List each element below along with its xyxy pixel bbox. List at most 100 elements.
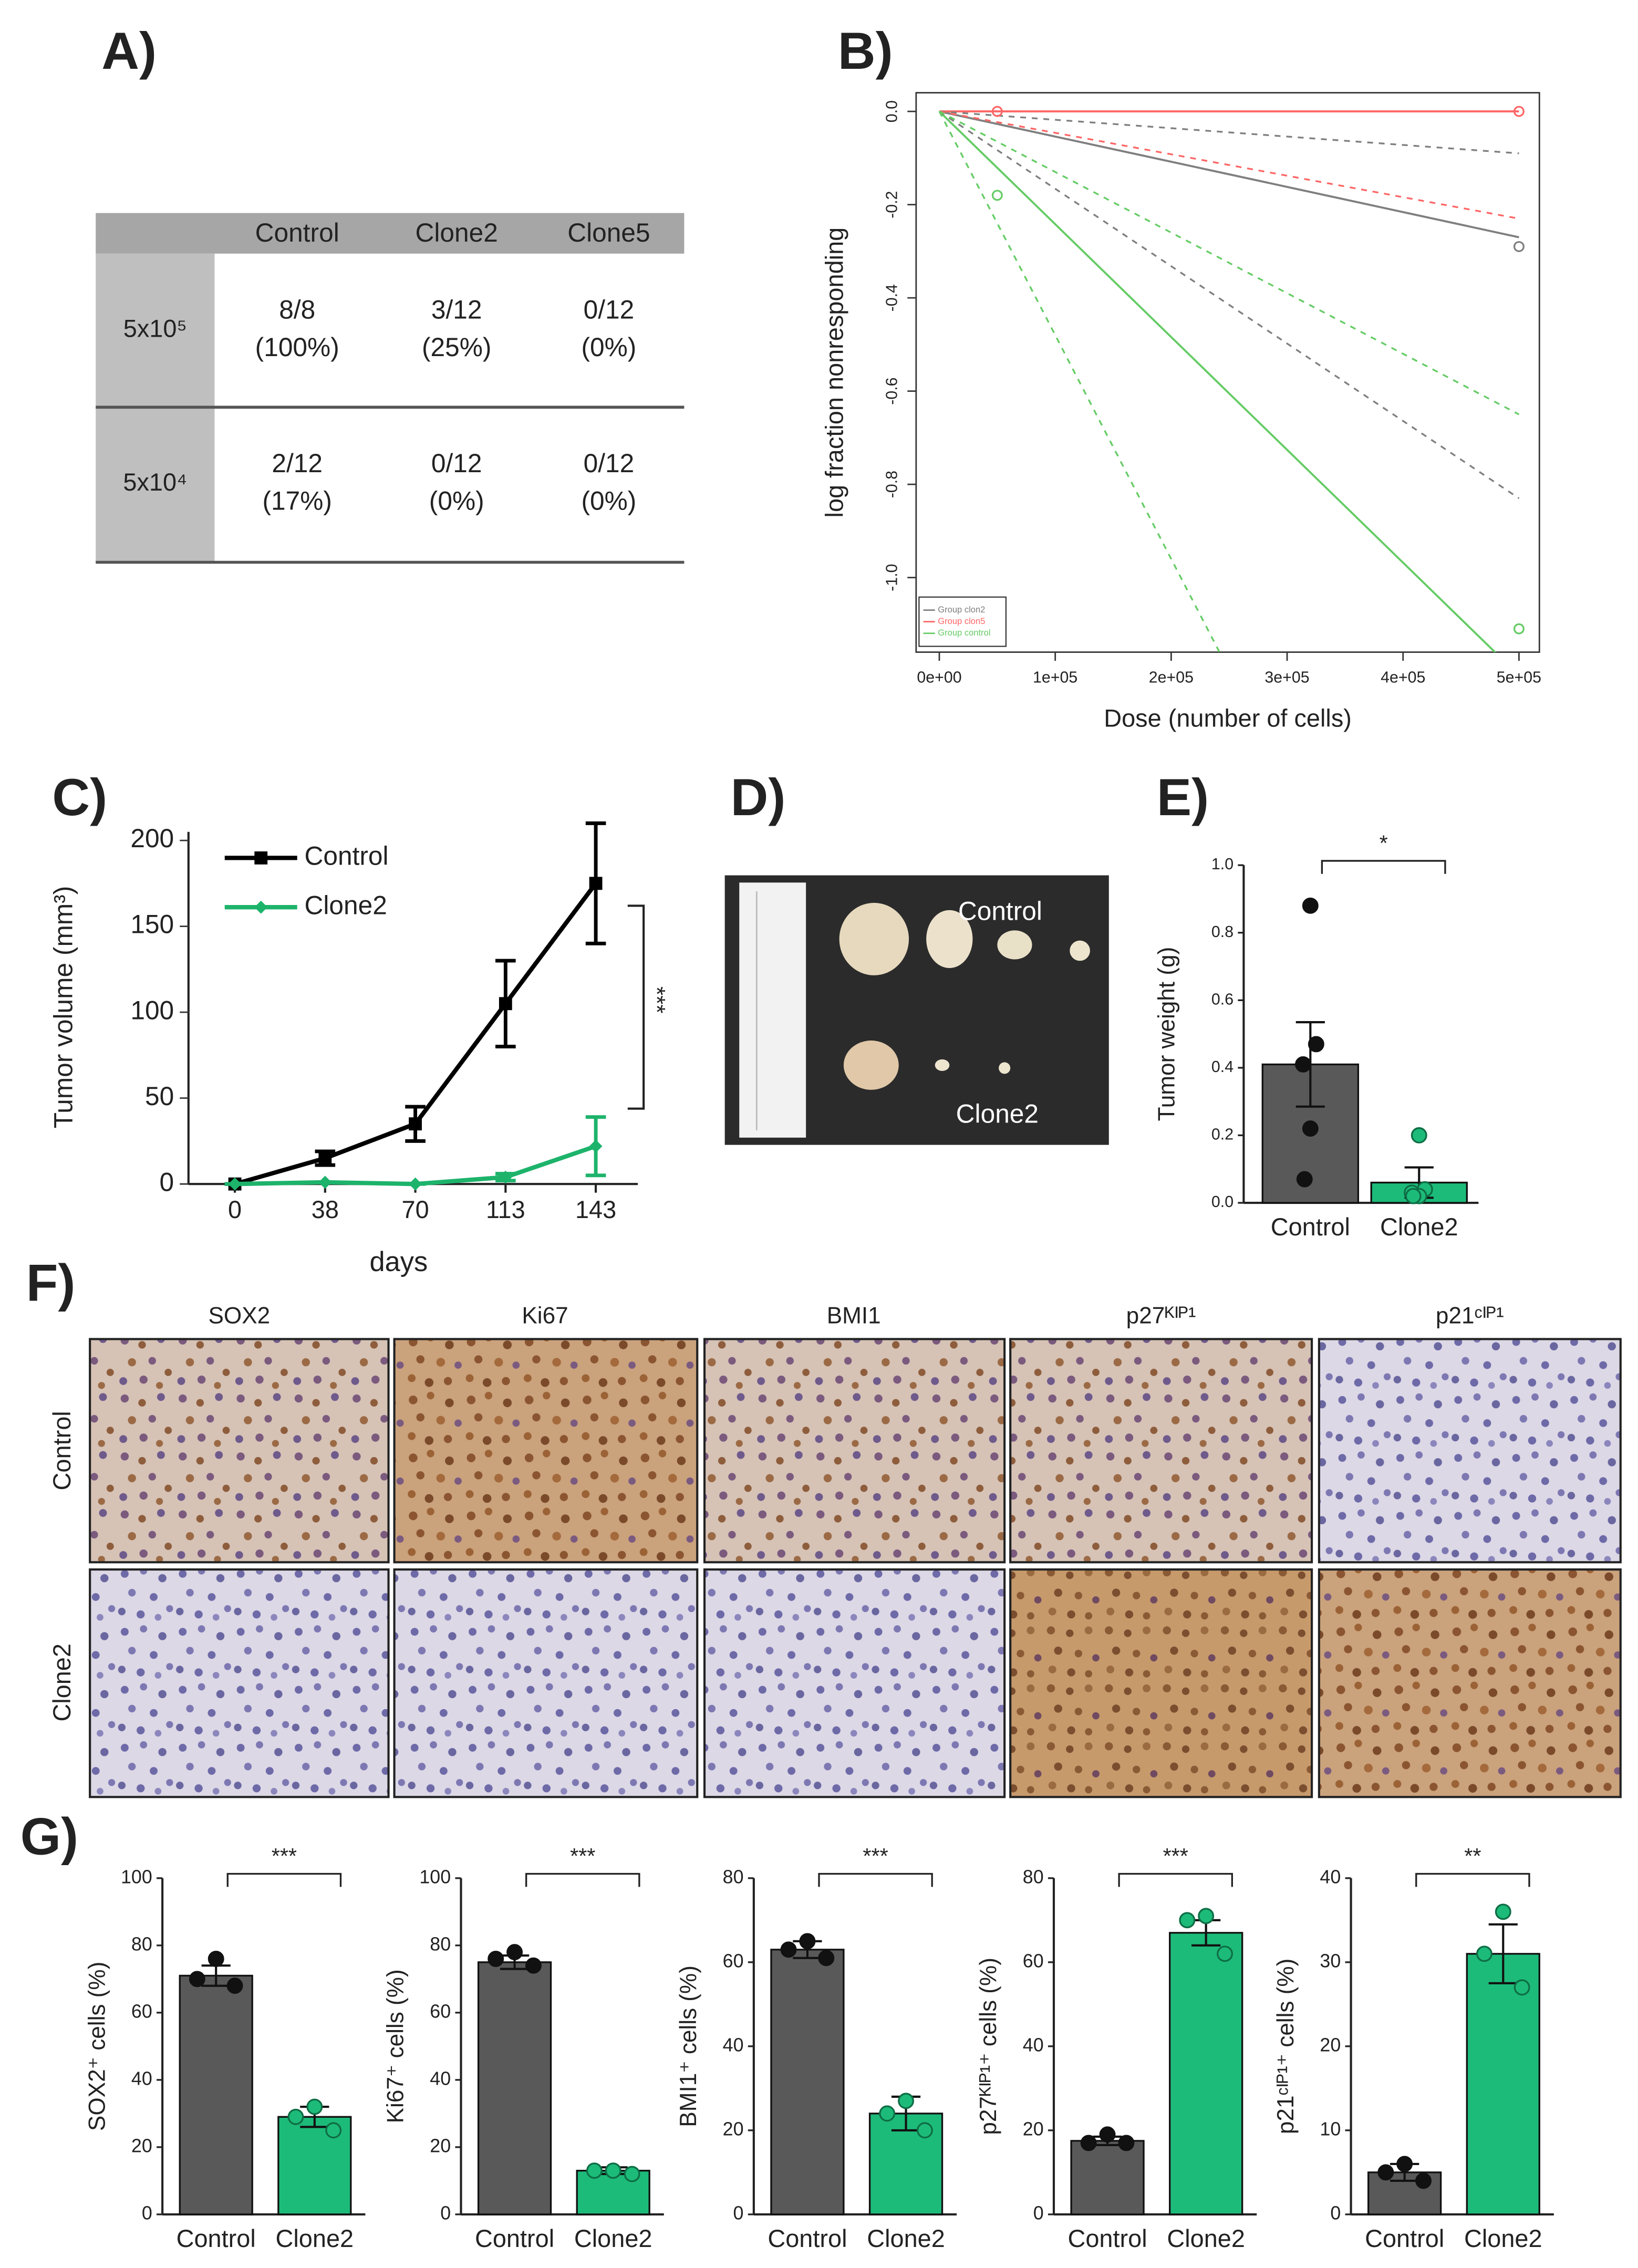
ihc-image <box>703 1568 1006 1798</box>
tumor <box>926 910 973 969</box>
x-tick-label: 38 <box>312 1196 339 1223</box>
x-axis-label: days <box>370 1247 428 1277</box>
legend-label: Control <box>305 841 389 871</box>
table-cell: (0%) <box>429 486 484 516</box>
stain-row-label: Control <box>48 1411 76 1490</box>
significance-bracket <box>226 1872 342 1887</box>
legend-label: Clone2 <box>305 890 387 920</box>
y-tick-label: 80 <box>723 1866 744 1887</box>
marker <box>1513 241 1525 252</box>
y-tick-label: 0.8 <box>1211 923 1233 941</box>
legend-label: Group clon2 <box>938 605 985 615</box>
y-tick-label: -0.8 <box>884 471 901 498</box>
y-tick-label: 0.0 <box>884 100 901 122</box>
stain-column-label: p21ᶜᴵᴾ¹ <box>1436 1303 1504 1329</box>
x-axis-label: Dose (number of cells) <box>1104 705 1352 732</box>
table-row-label: 5x10⁵ <box>123 315 187 342</box>
dashed-line <box>939 110 1520 500</box>
table-cell: (0%) <box>582 332 637 362</box>
tumor <box>997 930 1032 960</box>
stain-column-label: Ki67 <box>522 1303 568 1329</box>
x-tick-label: Control <box>768 2225 847 2252</box>
y-tick-label: 0 <box>440 2202 451 2223</box>
ihc-image <box>1009 1568 1313 1798</box>
tumor-photo <box>724 875 1109 1145</box>
bar <box>1070 2140 1145 2215</box>
data-point <box>1080 2135 1097 2151</box>
x-tick-label: Clone2 <box>276 2225 354 2252</box>
data-point <box>1302 897 1319 914</box>
y-tick-label: 40 <box>131 2068 152 2089</box>
y-tick-label: 40 <box>1023 2034 1044 2055</box>
tumor <box>935 1059 950 1071</box>
y-axis-label: p21ᶜᴵᴾ¹⁺ cells (%) <box>1273 1959 1299 2134</box>
x-tick-label: 5e+05 <box>1497 669 1541 686</box>
y-tick-label: 0.2 <box>1211 1126 1233 1143</box>
data-point <box>525 1957 542 1974</box>
ihc-image <box>393 1338 699 1564</box>
panel-label: D) <box>731 768 786 827</box>
x-tick-label: 4e+05 <box>1381 669 1425 686</box>
bar <box>1466 1953 1540 2215</box>
marker <box>991 106 1003 117</box>
stain-row-label: Clone2 <box>48 1643 76 1722</box>
marker <box>991 190 1003 201</box>
marker <box>409 1117 422 1131</box>
y-tick-label: 150 <box>130 910 174 939</box>
y-tick-label: -1.0 <box>884 564 901 591</box>
data-point <box>1513 1979 1530 1996</box>
data-point <box>586 2162 603 2179</box>
data-point <box>916 2122 933 2139</box>
significance-label: *** <box>570 1844 595 1868</box>
y-tick-label: 20 <box>723 2118 744 2139</box>
data-point <box>799 1933 816 1950</box>
ihc-image <box>89 1338 390 1564</box>
significance-label: *** <box>644 986 670 1014</box>
y-tick-label: 100 <box>419 1866 451 1887</box>
y-tick-label: 20 <box>1023 2118 1044 2139</box>
data-point <box>879 2105 896 2122</box>
y-tick-label: 200 <box>130 824 174 853</box>
x-tick-label: Control <box>475 2225 554 2252</box>
y-tick-label: 100 <box>121 1866 152 1887</box>
y-tick-label: 10 <box>1320 2118 1341 2139</box>
y-tick-label: 30 <box>1320 1950 1341 1971</box>
y-tick-label: 0 <box>160 1167 174 1197</box>
y-axis-label: Tumor volume (mm³) <box>48 886 78 1129</box>
y-tick-label: 0 <box>1330 2202 1341 2223</box>
data-point <box>1118 2135 1135 2151</box>
data-point <box>506 1944 523 1961</box>
panel-label: B) <box>838 22 893 80</box>
data-point <box>325 2122 342 2139</box>
data-point <box>1411 1127 1427 1143</box>
marker <box>499 997 512 1011</box>
y-axis-label: p27ᴷᴵᴾ¹⁺ cells (%) <box>976 1958 1001 2135</box>
data-point <box>1302 1120 1319 1137</box>
significance-bracket <box>627 904 645 1110</box>
data-point <box>1308 1036 1324 1053</box>
y-tick-label: 0 <box>142 2202 152 2223</box>
significance-label: *** <box>863 1844 888 1868</box>
x-tick-label: Clone2 <box>1167 2225 1245 2252</box>
data-point <box>1295 1056 1311 1073</box>
table-row-label: 5x10⁴ <box>123 469 187 496</box>
table-cell: 2/12 <box>272 449 323 478</box>
significance-bracket <box>1118 1872 1233 1887</box>
x-tick-label: 113 <box>486 1196 525 1223</box>
staining-images <box>89 1338 1622 1798</box>
y-tick-label: 1.0 <box>1211 856 1233 873</box>
y-tick-label: -0.2 <box>884 191 901 218</box>
ihc-image <box>1318 1568 1622 1798</box>
data-point <box>1405 1188 1422 1204</box>
y-tick-label: -0.6 <box>884 377 901 404</box>
y-axis-label: log fraction nonresponding <box>821 227 848 518</box>
marker <box>254 851 268 865</box>
x-tick-label: Control <box>1365 2225 1444 2252</box>
marker <box>254 900 268 914</box>
ihc-image <box>703 1338 1006 1564</box>
y-tick-label: 50 <box>145 1081 174 1111</box>
y-axis-label: SOX2⁺ cells (%) <box>84 1962 110 2131</box>
data-point <box>1198 1908 1215 1924</box>
y-axis-label: BMI1⁺ cells (%) <box>676 1965 701 2127</box>
x-tick-label: 0 <box>228 1196 242 1223</box>
